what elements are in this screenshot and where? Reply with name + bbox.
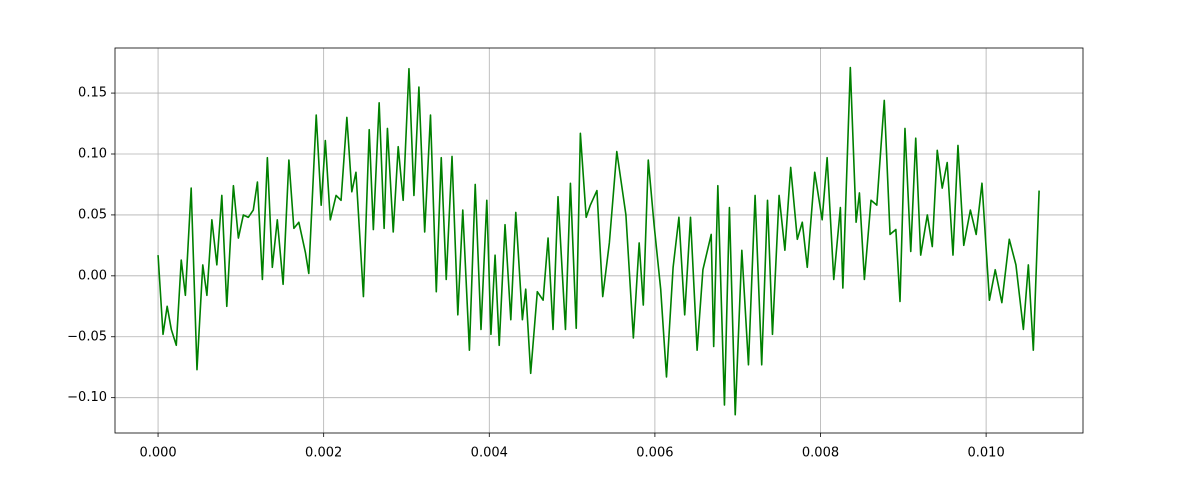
y-tick-label: 0.00: [78, 268, 107, 283]
x-tick-label: 0.008: [802, 446, 839, 461]
y-tick-label: 0.15: [78, 86, 107, 101]
y-tick-label: −0.10: [67, 390, 107, 405]
line: [157, 66, 1040, 416]
x-tick-label: 0.002: [305, 446, 342, 461]
y-tick-label: 0.05: [78, 207, 107, 222]
plot-frame: [114, 47, 1084, 434]
y-tick-label: 0.10: [78, 146, 107, 161]
x-tick-label: 0.006: [636, 446, 673, 461]
x-tick-label: 0.000: [139, 446, 176, 461]
x-tick-label: 0.010: [968, 446, 1005, 461]
y-tick-label: −0.05: [67, 329, 107, 344]
x-tick-label: 0.004: [471, 446, 508, 461]
